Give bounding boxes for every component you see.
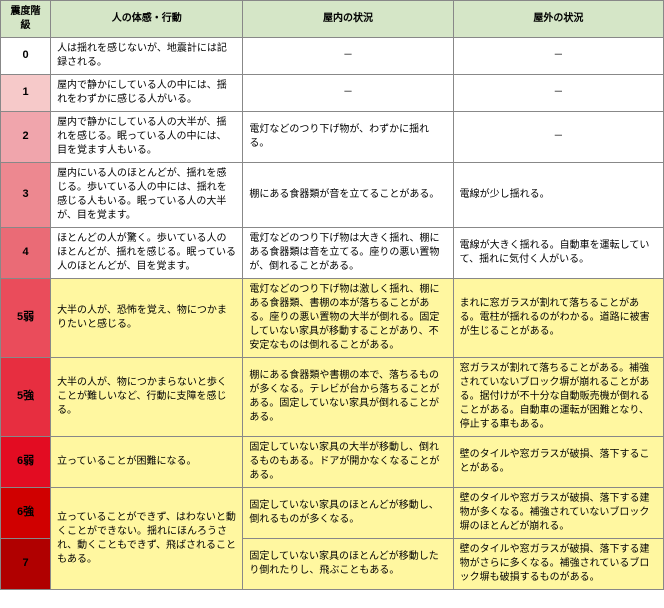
body-sensation-cell: 大半の人が、恐怖を覚え、物につかまりたいと感じる。 (51, 279, 243, 358)
col-header-1: 人の体感・行動 (51, 1, 243, 38)
indoor-cell: 固定していない家具のほとんどが移動し、倒れるものが多くなる。 (243, 488, 453, 539)
level-cell: 6強 (1, 488, 51, 539)
level-cell: 0 (1, 38, 51, 75)
table-row: 5弱大半の人が、恐怖を覚え、物につかまりたいと感じる。電灯などのつり下げ物は激し… (1, 279, 664, 358)
indoor-cell: 固定していない家具のほとんどが移動したり倒れたりし、飛ぶこともある。 (243, 539, 453, 590)
body-sensation-cell: 人は揺れを感じないが、地震計には記録される。 (51, 38, 243, 75)
indoor-cell: 棚にある食器類が音を立てることがある。 (243, 163, 453, 228)
col-header-3: 屋外の状況 (453, 1, 663, 38)
indoor-cell: 棚にある食器類や書棚の本で、落ちるものが多くなる。テレビが台から落ちることがある… (243, 358, 453, 437)
table-header-row: 震度階級人の体感・行動屋内の状況屋外の状況 (1, 1, 664, 38)
table-row: 2屋内で静かにしている人の大半が、揺れを感じる。眠っている人の中には、目を覚ます… (1, 112, 664, 163)
outdoor-cell: － (453, 75, 663, 112)
table-row: 4ほとんどの人が驚く。歩いている人のほとんどが、揺れを感じる。眠っている人のほと… (1, 228, 664, 279)
level-cell: 3 (1, 163, 51, 228)
body-sensation-cell: 大半の人が、物につかまらないと歩くことが難しいなど、行動に支障を感じる。 (51, 358, 243, 437)
body-sensation-cell: 屋内で静かにしている人の中には、揺れをわずかに感じる人がいる。 (51, 75, 243, 112)
outdoor-cell: － (453, 112, 663, 163)
table-row: 5強大半の人が、物につかまらないと歩くことが難しいなど、行動に支障を感じる。棚に… (1, 358, 664, 437)
outdoor-cell: まれに窓ガラスが割れて落ちることがある。電柱が揺れるのがわかる。道路に被害が生じ… (453, 279, 663, 358)
body-sensation-cell: 屋内にいる人のほとんどが、揺れを感じる。歩いている人の中には、揺れを感じる人もい… (51, 163, 243, 228)
level-cell: 6弱 (1, 437, 51, 488)
outdoor-cell: 壁のタイルや窓ガラスが破損、落下することがある。 (453, 437, 663, 488)
outdoor-cell: 壁のタイルや窓ガラスが破損、落下する建物がさらに多くなる。補強されているブロック… (453, 539, 663, 590)
indoor-cell: 固定していない家具の大半が移動し、倒れるものもある。ドアが開かなくなることがある… (243, 437, 453, 488)
indoor-cell: 電灯などのつり下げ物は大きく揺れ、棚にある食器類は音を立てる。座りの悪い置物が、… (243, 228, 453, 279)
level-cell: 2 (1, 112, 51, 163)
indoor-cell: 電灯などのつり下げ物が、わずかに揺れる。 (243, 112, 453, 163)
outdoor-cell: 窓ガラスが割れて落ちることがある。補強されていないブロック塀が崩れることがある。… (453, 358, 663, 437)
table-row: 6弱立っていることが困難になる。固定していない家具の大半が移動し、倒れるものもあ… (1, 437, 664, 488)
level-cell: 5強 (1, 358, 51, 437)
indoor-cell: 電灯などのつり下げ物は激しく揺れ、棚にある食器類、書棚の本が落ちることがある。座… (243, 279, 453, 358)
level-cell: 1 (1, 75, 51, 112)
outdoor-cell: 電線が少し揺れる。 (453, 163, 663, 228)
seismic-intensity-table: 震度階級人の体感・行動屋内の状況屋外の状況 0人は揺れを感じないが、地震計には記… (0, 0, 664, 590)
body-sensation-cell: 屋内で静かにしている人の大半が、揺れを感じる。眠っている人の中には、目を覚ます人… (51, 112, 243, 163)
col-header-2: 屋内の状況 (243, 1, 453, 38)
body-sensation-cell: 立っていることが困難になる。 (51, 437, 243, 488)
indoor-cell: － (243, 75, 453, 112)
level-cell: 5弱 (1, 279, 51, 358)
outdoor-cell: 壁のタイルや窓ガラスが破損、落下する建物が多くなる。補強されていないブロック塀の… (453, 488, 663, 539)
body-sensation-cell: ほとんどの人が驚く。歩いている人のほとんどが、揺れを感じる。眠っている人のほとん… (51, 228, 243, 279)
table-row: 1屋内で静かにしている人の中には、揺れをわずかに感じる人がいる。－－ (1, 75, 664, 112)
table-row: 0人は揺れを感じないが、地震計には記録される。－－ (1, 38, 664, 75)
outdoor-cell: － (453, 38, 663, 75)
indoor-cell: － (243, 38, 453, 75)
table-row: 3屋内にいる人のほとんどが、揺れを感じる。歩いている人の中には、揺れを感じる人も… (1, 163, 664, 228)
col-header-0: 震度階級 (1, 1, 51, 38)
level-cell: 7 (1, 539, 51, 590)
table-row: 6強立っていることができず、はわないと動くことができない。揺れにほんろうされ、動… (1, 488, 664, 539)
body-sensation-cell: 立っていることができず、はわないと動くことができない。揺れにほんろうされ、動くこ… (51, 488, 243, 590)
level-cell: 4 (1, 228, 51, 279)
outdoor-cell: 電線が大きく揺れる。自動車を運転していて、揺れに気付く人がいる。 (453, 228, 663, 279)
